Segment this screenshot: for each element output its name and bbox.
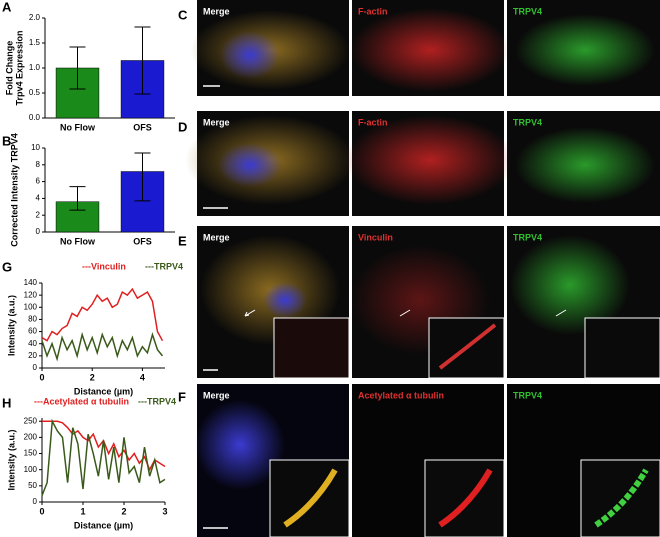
y-tick-label: 120	[24, 290, 38, 299]
error-bar	[134, 26, 151, 95]
legend-entry: ---TRPV4	[145, 261, 183, 271]
nucleus	[220, 31, 280, 79]
cell	[510, 235, 630, 335]
x-tick-label: 0	[39, 506, 44, 516]
y-tick-label: 100	[24, 302, 38, 311]
panel-letter: C	[178, 7, 188, 22]
y-tick-label: 6	[36, 177, 41, 186]
y-tick-label: 0.5	[29, 88, 41, 97]
x-tick-label: OFS	[133, 122, 152, 132]
fiber	[438, 468, 493, 528]
x-tick-label: 1	[80, 506, 85, 516]
x-tick-label: 3	[162, 506, 167, 516]
y-tick-label: 0	[33, 497, 38, 506]
arrow	[244, 309, 256, 317]
channel-label: Vinculin	[358, 232, 393, 242]
inset	[584, 317, 660, 379]
y-tick-label: 2.0	[29, 13, 41, 22]
line	[41, 287, 164, 342]
panel-letter: H	[2, 395, 11, 410]
fiber	[594, 468, 649, 528]
fiber	[283, 468, 338, 528]
channel-label: F-actin	[358, 117, 388, 127]
y-tick-label: 0.0	[29, 113, 41, 122]
y-tick-label: 2	[36, 210, 41, 219]
cell	[345, 115, 515, 205]
nucleus	[263, 282, 307, 318]
panel-letter: A	[2, 0, 12, 14]
y-axis-label: Corrected Intensity TRPV4	[9, 133, 19, 247]
y-tick-label: 10	[31, 143, 40, 152]
cell	[515, 127, 655, 203]
inset	[273, 317, 350, 379]
channel-label: Merge	[203, 117, 230, 127]
y-tick-label: 40	[28, 339, 37, 348]
x-tick-label: 0	[39, 372, 44, 382]
nucleus	[195, 400, 285, 490]
y-tick-label: 0	[33, 363, 38, 372]
nucleus	[218, 143, 282, 187]
channel-label: Merge	[203, 6, 230, 16]
line	[41, 331, 164, 362]
y-axis-label: Fold Change	[4, 41, 14, 96]
image-panels: C Merge F-actin TRPV4 D Merge F-actin TR…	[178, 0, 660, 537]
panel-letter: F	[178, 389, 186, 404]
legend-entry: ---Acetylated α tubulin	[34, 396, 129, 406]
panel-letter: D	[178, 119, 187, 134]
arrow	[399, 309, 411, 317]
channel-label: F-actin	[358, 6, 388, 16]
y-tick-label: 4	[36, 194, 41, 203]
channel-label: Merge	[203, 232, 230, 242]
error-bar	[69, 46, 86, 90]
y-tick-label: 1.0	[29, 63, 41, 72]
panel-letter: E	[178, 233, 187, 248]
y-tick-label: 20	[28, 351, 37, 360]
y-axis-label: Intensity (a.u.)	[6, 429, 16, 490]
line	[41, 418, 166, 496]
y-tick-label: 250	[24, 416, 38, 425]
legend-entry: ---Vinculin	[82, 261, 126, 271]
channel-label: TRPV4	[513, 6, 542, 16]
x-tick-label: No Flow	[60, 122, 96, 132]
error-bar	[134, 152, 151, 202]
channel-label: Merge	[203, 390, 230, 400]
y-tick-label: 60	[28, 327, 37, 336]
y-tick-label: 200	[24, 432, 38, 441]
x-tick-label: 4	[140, 372, 145, 382]
x-tick-label: OFS	[133, 236, 152, 246]
legend-entry: ---TRPV4	[138, 396, 176, 406]
panel-letter: B	[2, 133, 11, 148]
panel-letter: G	[2, 259, 12, 274]
y-tick-label: 140	[24, 278, 38, 287]
channel-label: TRPV4	[513, 390, 542, 400]
y-tick-label: 50	[28, 481, 37, 490]
arrow	[555, 309, 567, 317]
channel-label: TRPV4	[513, 232, 542, 242]
cell	[515, 14, 655, 86]
fiber	[438, 323, 497, 370]
x-axis-label: Distance (µm)	[74, 520, 133, 530]
cell	[350, 8, 510, 92]
error-bar	[69, 186, 86, 211]
y-axis-label: Intensity (a.u.)	[6, 295, 16, 356]
x-tick-label: 2	[90, 372, 95, 382]
x-axis-label: Distance (µm)	[74, 386, 133, 396]
x-tick-label: No Flow	[60, 236, 96, 246]
y-tick-label: 150	[24, 449, 38, 458]
y-tick-label: 100	[24, 465, 38, 474]
y-tick-label: 80	[28, 315, 37, 324]
y-axis-label: Trpv4 Expression	[14, 30, 24, 105]
y-tick-label: 1.5	[29, 38, 41, 47]
channel-label: TRPV4	[513, 117, 542, 127]
channel-label: Acetylated α tubulin	[358, 390, 444, 400]
y-tick-label: 8	[36, 160, 41, 169]
y-tick-label: 0	[36, 227, 41, 236]
x-tick-label: 2	[121, 506, 126, 516]
